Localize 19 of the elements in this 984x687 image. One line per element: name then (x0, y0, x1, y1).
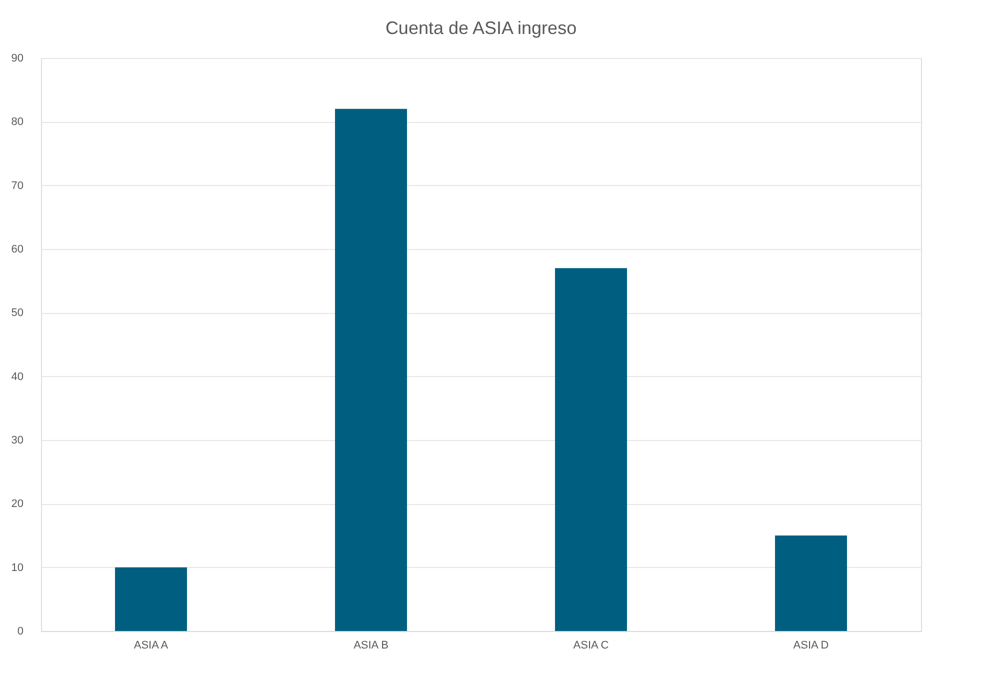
y-tick-label: 20 (11, 498, 24, 510)
y-tick-label: 90 (11, 52, 24, 64)
x-tick-label: ASIA C (573, 640, 609, 652)
y-tick-label: 0 (17, 626, 24, 638)
y-tick-label: 70 (11, 180, 24, 192)
y-tick-label: 60 (11, 244, 24, 256)
bar (115, 567, 187, 631)
y-tick-label: 40 (11, 370, 24, 383)
chart-title: Cuenta de ASIA ingreso (385, 18, 577, 38)
y-tick-label: 80 (11, 116, 24, 128)
bar (555, 268, 627, 631)
y-tick-label: 10 (11, 562, 24, 574)
x-tick-label: ASIA A (134, 640, 169, 652)
bar (775, 536, 847, 631)
bar (335, 108, 407, 631)
x-tick-label: ASIA B (354, 640, 388, 652)
x-tick-label: ASIA D (793, 640, 829, 652)
y-tick-label: 30 (11, 434, 24, 446)
y-tick-label: 50 (11, 307, 24, 320)
